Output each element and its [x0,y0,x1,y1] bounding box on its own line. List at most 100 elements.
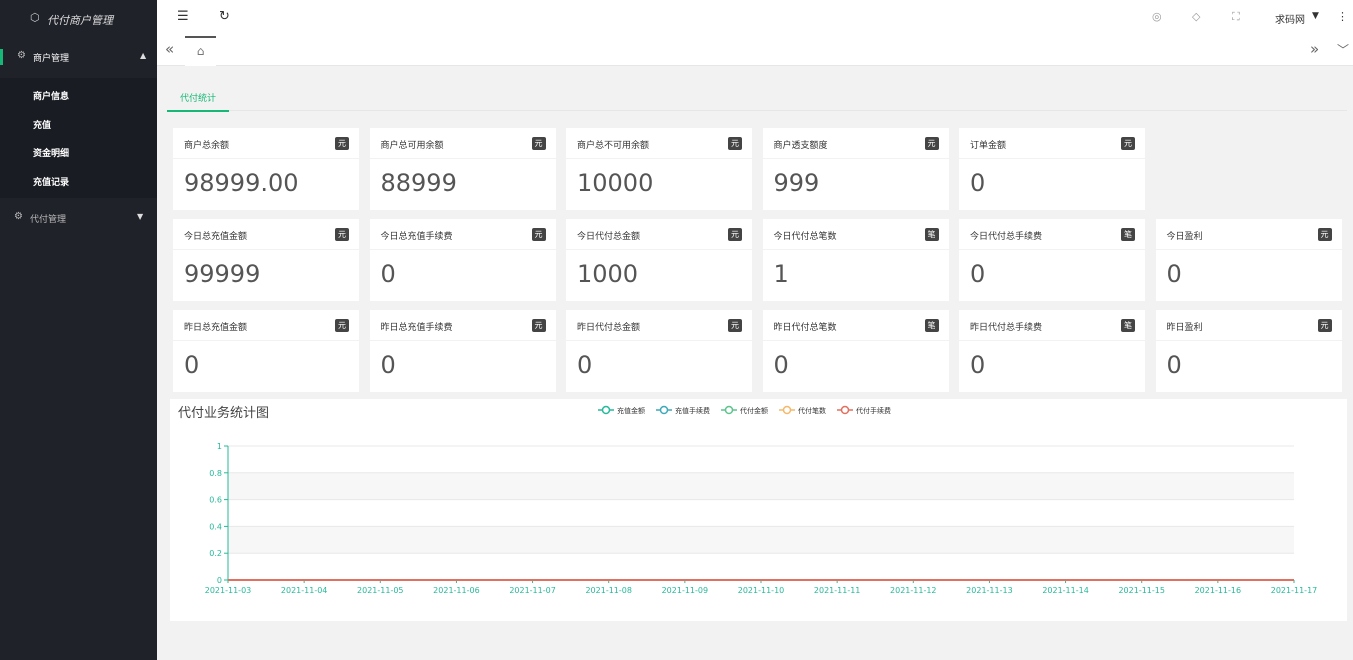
chart-panel: 代付业务统计图 0 0.2 0.4 0.6 0.8 1 2021-11-03 2021-11-0… [170,399,1347,621]
x-tick-label: 2021-11-12 [890,586,937,595]
tab-bar: « ⌂ » ﹀ [157,36,1353,66]
stat-card: 今日盈利 元 0 [1155,219,1342,301]
card-value: 0 [184,351,200,379]
submenu-item[interactable]: 资金明细 [33,149,70,159]
submenu-item[interactable]: 商户信息 [33,92,70,102]
card-divider [369,158,556,159]
x-tick-label: 2021-11-09 [662,586,709,595]
card-unit: 笔 [924,319,939,332]
home-tab[interactable]: ⌂ [185,36,216,66]
stat-card: 昨日总充值金额 元 0 [173,310,359,392]
stat-card: 昨日代付总金额 元 0 [566,310,752,392]
card-divider [762,340,949,341]
legend-label: 充值金额 [617,406,645,415]
x-tick-label: 2021-11-03 [205,586,252,595]
stat-card: 今日代付总金额 元 1000 [566,219,752,301]
card-value: 10000 [577,169,654,197]
card-value: 0 [1166,351,1182,379]
card-value: 1000 [577,260,639,288]
flexible-icon[interactable]: ☰ [177,9,189,24]
submenu-item[interactable]: 充值 [33,120,52,131]
y-tick-label: 0 [217,576,222,585]
card-unit: 元 [335,319,349,332]
x-tick-label: 2021-11-13 [966,586,1013,595]
more-icon[interactable]: ⋮ [1337,10,1348,23]
y-tick-label: 0.2 [209,549,222,558]
menu-item[interactable]: ⚙ 商户管理 ▲ [0,49,157,65]
scroll-left[interactable]: « [165,40,175,58]
card-value: 0 [970,351,986,379]
card-label: 商户透支额度 [773,141,828,151]
card-value: 98999.00 [184,169,299,197]
x-tick-label: 2021-11-05 [357,586,404,595]
x-tick-label: 2021-11-16 [1195,586,1242,595]
legend-symbol [782,405,792,415]
scroll-right[interactable]: » [1310,40,1320,58]
card-label: 昨日盈利 [1166,323,1203,333]
grid-band [228,472,1294,500]
chart: 代付业务统计图 0 0.2 0.4 0.6 0.8 1 2021-11-03 2021-11-0… [178,405,1318,595]
card-divider [173,158,359,159]
stat-card: 昨日代付总手续费 笔 0 [959,310,1145,392]
card-unit: 笔 [1121,228,1135,241]
sidebar: ⬡ 代付商户管理 ⚙ 商户管理 ▲ 商户信息 充值 资金明细 充值记录 ⚙ 代付管理 ▼ [0,0,157,660]
card-unit: 元 [728,137,742,150]
tab[interactable]: 代付统计 [167,86,230,112]
y-tick-label: 0.6 [209,496,222,505]
card-value: 0 [380,260,396,288]
refresh-icon[interactable]: ↻ [219,9,230,24]
card-label: 昨日代付总金额 [577,323,641,333]
card-label: 今日代付总手续费 [970,232,1043,242]
card-label: 商户总可用余额 [380,141,444,151]
content: 代付统计 商户总余额元 98999.00 商户总可用余额元 88999 商户总不可用余额… [157,66,1353,660]
card-unit: 元 [531,137,546,150]
card-label: 商户总不可用余额 [577,141,650,151]
fullscreen-icon[interactable]: ⛶ [1232,10,1240,23]
tab-menu[interactable]: ﹀ [1337,43,1350,57]
stat-card: 今日代付总笔数 笔 1 [762,219,949,301]
legend-symbol [724,405,734,415]
theme-icon[interactable]: ◎ [1152,10,1162,23]
x-tick-label: 2021-11-11 [814,586,861,595]
x-tick-label: 2021-11-06 [433,586,480,595]
card-unit: 元 [531,319,546,332]
legend-label: 充值手续费 [675,406,710,415]
card-unit: 元 [728,228,742,241]
card-value: 1 [773,260,789,288]
submenu [0,78,157,198]
stat-card: 今日总充值金额 元 99999 [173,219,359,301]
card-divider [762,158,949,159]
card-unit: 笔 [1121,319,1135,332]
card-divider [959,249,1145,250]
y-tick-label: 0.4 [209,522,222,531]
card-value: 0 [577,351,593,379]
card-unit: 元 [924,137,939,150]
submenu-item[interactable]: 充值记录 [33,177,70,188]
menu-item[interactable]: ⚙ 代付管理 ▼ [0,210,157,226]
x-tick-label: 2021-11-17 [1271,586,1318,595]
y-tick-label: 1 [217,442,222,451]
x-tick-label: 2021-11-08 [585,586,632,595]
chart-title: 代付业务统计图 [178,405,269,421]
topbar: ☰ ↻ ◎ ◇ ⛶ 求码网 ▼ ⋮ [157,0,1353,37]
card-label: 商户总余额 [184,141,230,151]
card-label: 昨日总充值手续费 [380,323,453,333]
card-unit: 元 [1317,228,1332,241]
legend-label: 代付笔数 [798,406,826,415]
card-unit: 元 [335,228,349,241]
stat-card: 昨日代付总笔数 笔 0 [762,310,949,392]
legend-symbol [601,405,611,415]
stat-card: 昨日总充值手续费 元 0 [369,310,556,392]
card-unit: 元 [1121,137,1135,150]
legend-symbol [840,405,850,415]
card-divider [959,340,1145,341]
legend-symbol [659,405,669,415]
logo-icon: ⬡ [30,11,40,24]
card-divider [369,249,556,250]
tag-icon[interactable]: ◇ [1192,10,1201,23]
caret: ▼ [1312,11,1319,21]
legend-label: 代付手续费 [856,406,891,415]
user-menu[interactable]: 求码网 [1275,15,1305,26]
card-value: 0 [773,351,789,379]
